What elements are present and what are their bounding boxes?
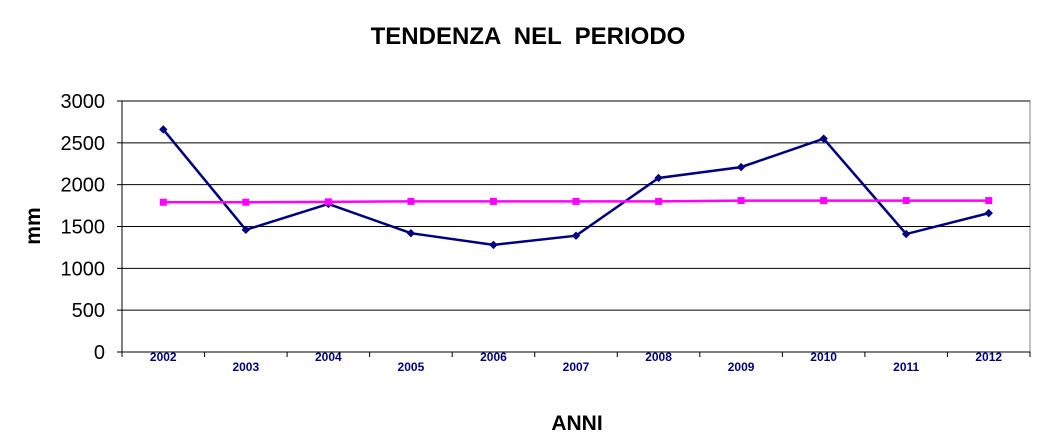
series-2-point-2002 <box>159 198 167 206</box>
x-tick-label-2007: 2007 <box>563 360 590 374</box>
y-tick-label-2000: 2000 <box>61 175 106 197</box>
plot-area: 0 500 1000 1500 2000 2500 3000 2002 2003 2004 2005… <box>61 91 1031 374</box>
chart-title: TENDENZA NEL PERIODO <box>371 23 686 50</box>
y-tick-label-1500: 1500 <box>61 217 106 239</box>
x-axis-title: ANNI <box>551 412 602 435</box>
x-tick-label-2011: 2011 <box>893 360 919 374</box>
series-1-point-2006 <box>489 240 498 250</box>
x-tick-label-2010: 2010 <box>810 350 837 364</box>
x-tick-label-2003: 2003 <box>232 360 259 374</box>
series-1-point-2010 <box>819 134 828 143</box>
series-1-point-2012 <box>984 208 993 218</box>
x-tick-label-2008: 2008 <box>645 350 672 364</box>
series-2-point-2011 <box>902 197 910 205</box>
series-2-point-2012 <box>985 197 993 205</box>
y-axis-title: mm <box>22 207 45 244</box>
x-tick-label-2012: 2012 <box>975 350 1002 364</box>
y-tick-label-3000: 3000 <box>61 91 106 113</box>
series-1-point-2005 <box>406 228 416 238</box>
series-1-point-2011 <box>901 229 911 239</box>
series-2-point-2003 <box>242 198 250 206</box>
series-2-point-2005 <box>407 197 415 205</box>
series-1-point-2008 <box>654 173 663 183</box>
x-tick-label-2009: 2009 <box>728 360 755 374</box>
series-2-point-2008 <box>655 197 663 205</box>
series-2-point-2007 <box>572 197 580 205</box>
x-tick-label-2002: 2002 <box>150 350 177 364</box>
series-1-point-2002 <box>159 125 168 134</box>
y-tick-label-500: 500 <box>72 300 105 322</box>
x-tick-label-2005: 2005 <box>398 360 425 374</box>
series-2-point-2006 <box>489 197 497 205</box>
y-tick-label-2500: 2500 <box>61 133 106 155</box>
x-tick-label-2004: 2004 <box>315 350 342 364</box>
series-2-point-2010 <box>820 197 828 205</box>
series-2-point-2009 <box>737 197 745 205</box>
series-1-point-2009 <box>736 162 746 172</box>
y-tick-label-0: 0 <box>94 342 105 364</box>
series-1-point-2007 <box>571 231 581 240</box>
y-tick-label-1000: 1000 <box>61 258 106 280</box>
series-1-point-2003 <box>241 225 251 235</box>
x-tick-label-2006: 2006 <box>480 350 507 364</box>
series-2-point-2004 <box>324 198 332 206</box>
